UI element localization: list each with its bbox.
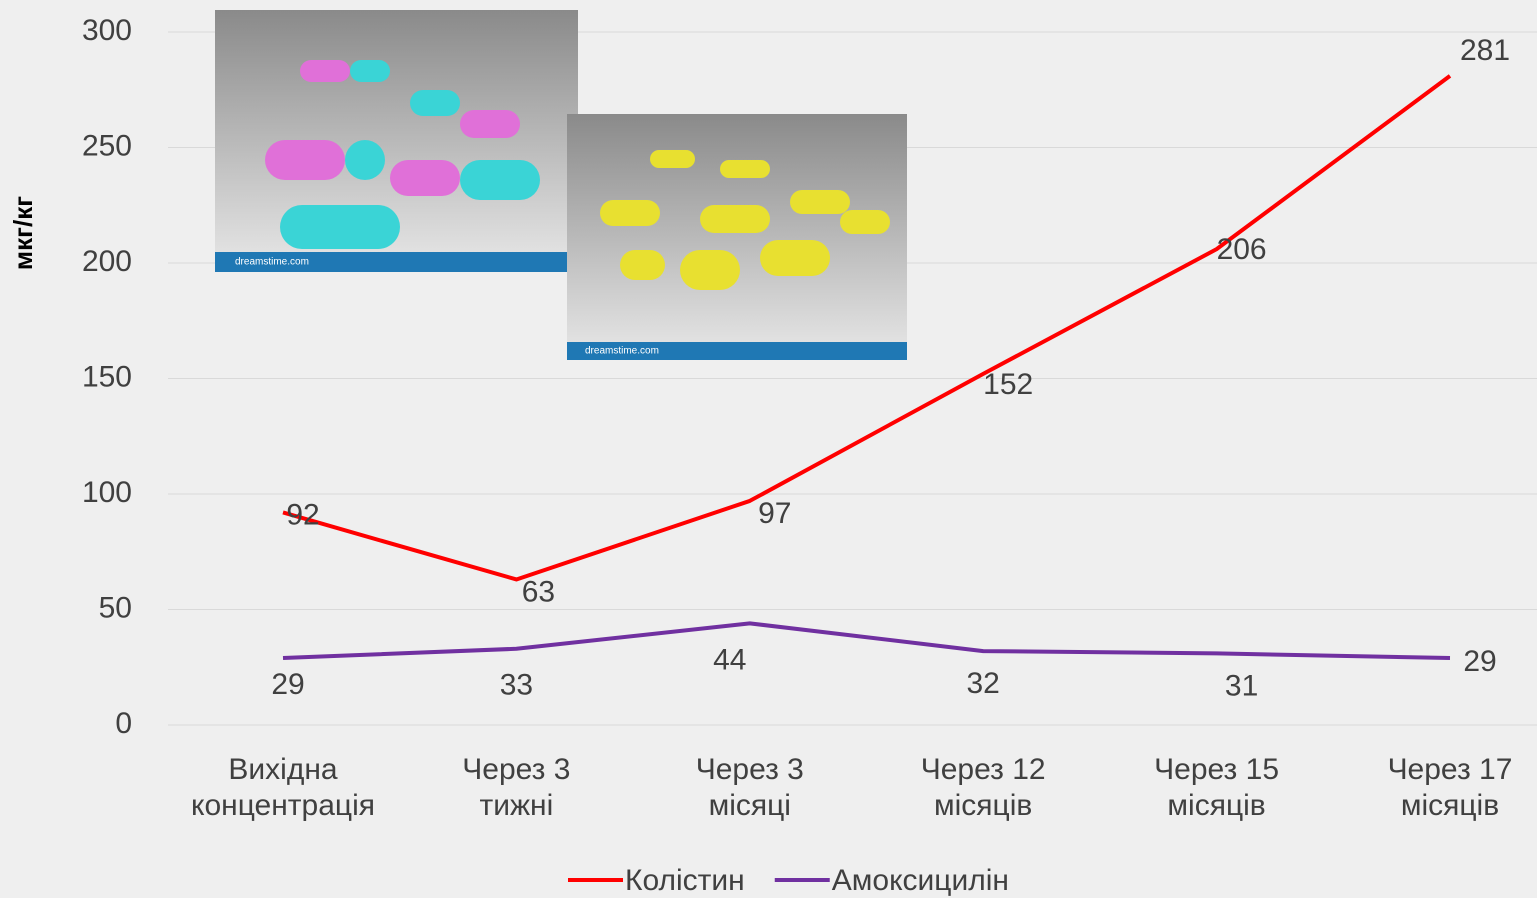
y-tick-label: 150	[82, 360, 132, 393]
image-caption: dreamstime.com	[585, 346, 659, 357]
y-tick-label: 50	[99, 591, 132, 624]
series-line	[282, 74, 1452, 582]
data-label: 152	[983, 368, 1033, 401]
photo: dreamstime.com	[215, 10, 578, 272]
image-caption: dreamstime.com	[235, 257, 309, 268]
y-tick-label: 250	[82, 129, 132, 162]
data-label: 32	[967, 667, 1000, 700]
legend-label: Амоксицилін	[832, 864, 1009, 897]
data-label: 92	[286, 498, 319, 531]
data-label: 44	[713, 643, 746, 676]
data-label: 29	[271, 668, 304, 701]
y-axis-title: мкг/кг	[8, 196, 38, 270]
data-label: 206	[1217, 233, 1267, 266]
x-tick-label: Через 3 місяці	[695, 753, 804, 822]
data-label: 97	[758, 497, 791, 530]
data-label: 31	[1225, 669, 1258, 702]
x-tick-label: Через 17 місяців	[1387, 753, 1513, 822]
legend-label: Колістин	[625, 864, 745, 897]
x-tick-label: Вихідна концентрація	[190, 753, 375, 822]
y-tick-label: 200	[82, 245, 132, 278]
data-label: 63	[522, 575, 555, 608]
y-tick-label: 0	[115, 707, 132, 740]
x-tick-label: Через 15 місяців	[1154, 753, 1280, 822]
y-tick-label: 100	[82, 476, 132, 509]
x-tick-label: Через 3 тижні	[462, 753, 571, 822]
data-label: 281	[1460, 34, 1510, 67]
data-label: 33	[500, 669, 533, 702]
x-tick-label: Через 12 місяців	[920, 753, 1046, 822]
y-tick-label: 300	[82, 14, 132, 47]
photo: dreamstime.com	[567, 114, 907, 360]
series-line	[282, 621, 1451, 661]
data-label: 29	[1463, 645, 1496, 678]
